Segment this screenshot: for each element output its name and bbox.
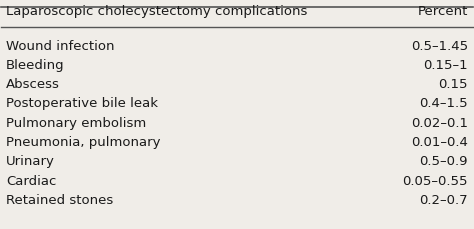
Text: 0.15–1: 0.15–1 xyxy=(423,59,468,72)
Text: Pneumonia, pulmonary: Pneumonia, pulmonary xyxy=(6,135,161,148)
Text: 0.01–0.4: 0.01–0.4 xyxy=(411,135,468,148)
Text: Percent: Percent xyxy=(418,5,468,18)
Text: 0.05–0.55: 0.05–0.55 xyxy=(402,174,468,187)
Text: Retained stones: Retained stones xyxy=(6,193,113,206)
Text: Wound infection: Wound infection xyxy=(6,40,115,52)
Text: Bleeding: Bleeding xyxy=(6,59,65,72)
Text: 0.15: 0.15 xyxy=(438,78,468,91)
Text: Urinary: Urinary xyxy=(6,155,55,168)
Text: Abscess: Abscess xyxy=(6,78,60,91)
Text: Pulmonary embolism: Pulmonary embolism xyxy=(6,116,146,129)
Text: 0.5–1.45: 0.5–1.45 xyxy=(411,40,468,52)
Text: 0.02–0.1: 0.02–0.1 xyxy=(411,116,468,129)
Text: Cardiac: Cardiac xyxy=(6,174,56,187)
Text: 0.4–1.5: 0.4–1.5 xyxy=(419,97,468,110)
Text: 0.5–0.9: 0.5–0.9 xyxy=(419,155,468,168)
Text: Postoperative bile leak: Postoperative bile leak xyxy=(6,97,158,110)
Text: Laparoscopic cholecystectomy complications: Laparoscopic cholecystectomy complicatio… xyxy=(6,5,308,18)
Text: 0.2–0.7: 0.2–0.7 xyxy=(419,193,468,206)
